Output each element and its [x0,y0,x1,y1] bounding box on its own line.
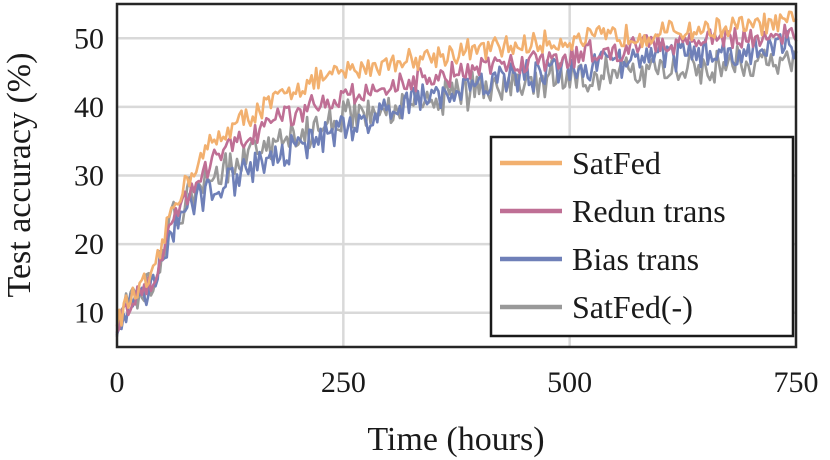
x-tick-label: 250 [321,366,366,399]
y-tick-label: 30 [74,160,104,193]
y-tick-label: 20 [74,228,104,261]
x-tick-label: 0 [110,366,125,399]
x-tick-labels: 0 250 500 750 [110,366,819,399]
legend-label: SatFed(-) [572,289,693,325]
y-tick-label: 50 [74,22,104,55]
series-line-satfed [115,10,798,328]
y-axis-label: Test accuracy (%) [1,53,38,298]
x-tick-label: 500 [547,366,592,399]
legend-label: Bias trans [572,241,699,277]
y-tick-label: 40 [74,91,104,124]
series-line-satfed [115,44,798,338]
legend-label: Redun trans [572,193,726,229]
grid [117,4,796,347]
plot-frame [115,2,798,349]
y-tick-label: 10 [74,297,104,330]
legend-box [489,135,795,338]
y-tick-labels: 10 20 30 40 50 [74,22,104,329]
x-tick-label: 750 [774,366,819,399]
x-axis-label: Time (hours) [367,421,544,458]
series-lines [115,10,798,338]
legend: SatFed Redun trans Bias trans SatFed(-) [489,135,795,338]
legend-label: SatFed [572,145,661,181]
